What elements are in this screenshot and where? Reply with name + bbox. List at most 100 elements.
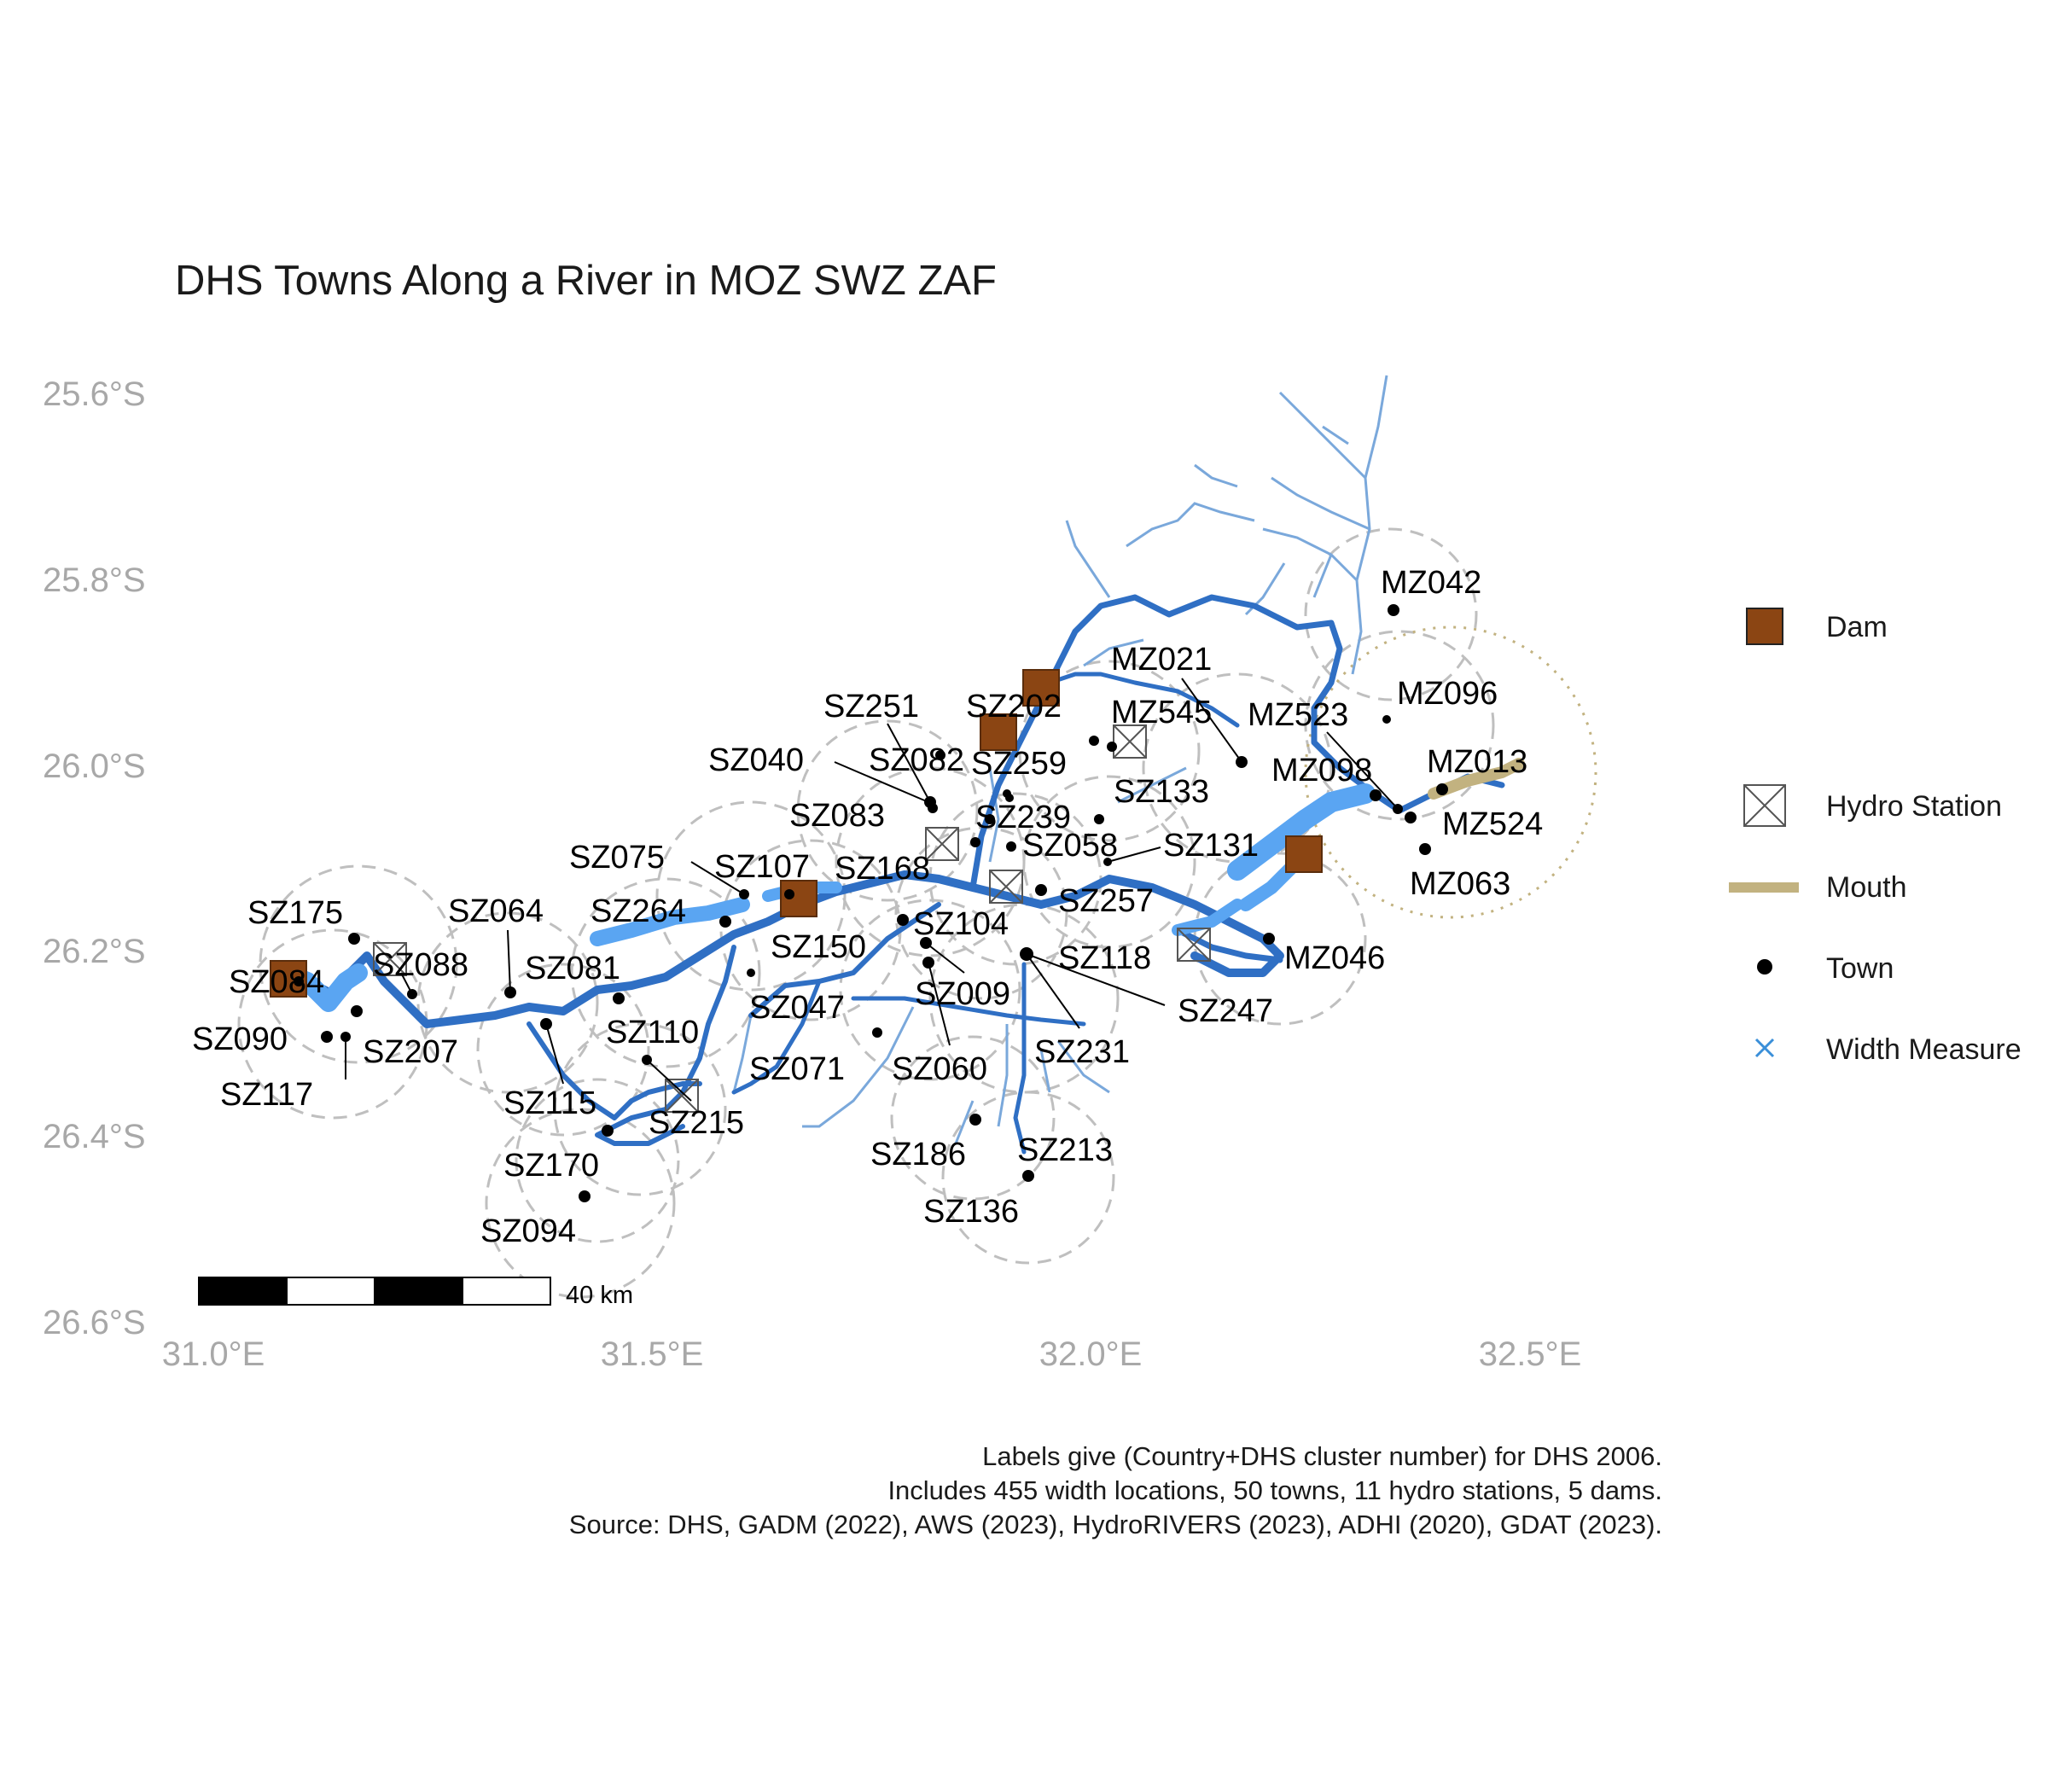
hydro-station-icon <box>1743 784 1786 827</box>
town-SZ186: SZ186 <box>870 1114 981 1172</box>
y-tick-label: 26.0°S <box>43 748 146 785</box>
town-SZ064: SZ064 <box>448 893 544 998</box>
svg-text:SZ081: SZ081 <box>525 951 620 986</box>
svg-text:SZ170: SZ170 <box>503 1148 599 1184</box>
legend-item-mouth: Mouth <box>1729 871 1907 904</box>
town-SZ075: SZ075 <box>569 840 749 899</box>
town-SZ110: SZ110 <box>606 1015 699 1065</box>
svg-text:MZ523: MZ523 <box>1248 697 1348 733</box>
svg-text:Hydro Station: Hydro Station <box>1826 790 2002 823</box>
town-SZ058: SZ058 <box>1006 828 1118 864</box>
svg-text:SZ009: SZ009 <box>915 976 1010 1012</box>
town-SZ115: SZ115 <box>503 1018 596 1121</box>
svg-text:SZ064: SZ064 <box>448 893 544 929</box>
y-tick-label: 26.2°S <box>43 933 146 970</box>
y-tick-label: 25.6°S <box>43 375 146 413</box>
svg-text:SZ083: SZ083 <box>789 798 885 834</box>
svg-text:SZ215: SZ215 <box>649 1105 744 1141</box>
width-cross-icon <box>1754 1038 1775 1058</box>
town-MZ042: MZ042 <box>1381 565 1481 616</box>
scale-bar-label: 40 km <box>566 1282 633 1309</box>
tributaries <box>732 375 1388 1144</box>
town-SZ107: SZ107 <box>714 849 810 899</box>
mouth-buffer <box>1304 625 1597 919</box>
svg-text:MZ021: MZ021 <box>1111 642 1212 678</box>
svg-text:MZ524: MZ524 <box>1442 806 1543 842</box>
svg-text:SZ115: SZ115 <box>503 1085 596 1121</box>
svg-text:SZ047: SZ047 <box>749 990 845 1026</box>
town-SZ133: SZ133 <box>1094 774 1209 824</box>
dam-marker <box>980 713 1017 751</box>
svg-text:SZ136: SZ136 <box>923 1194 1019 1230</box>
svg-text:SZ213: SZ213 <box>1017 1132 1113 1168</box>
y-tick-label: 25.8°S <box>43 561 146 599</box>
town-SZ257: SZ257 <box>1035 883 1154 919</box>
svg-text:SZ090: SZ090 <box>192 1021 288 1057</box>
y-tick-label: 26.6°S <box>43 1304 146 1341</box>
town-SZ247: SZ247 <box>1026 953 1273 1029</box>
x-axis-labels: 31.0°E 31.5°E 32.0°E 32.5°E <box>162 1335 1582 1373</box>
caption-line: Labels give (Country+DHS cluster number)… <box>982 1441 1662 1471</box>
town-SZ094: SZ094 <box>480 1190 591 1249</box>
town-SZ213: SZ213 <box>1017 1132 1113 1182</box>
hydro-station-marker <box>1177 928 1211 962</box>
town-buffers <box>237 527 1495 1299</box>
svg-text:SZ150: SZ150 <box>771 929 866 965</box>
svg-text:SZ247: SZ247 <box>1178 993 1273 1029</box>
river-mouth <box>1428 758 1525 800</box>
svg-text:SZ117: SZ117 <box>220 1077 313 1113</box>
legend-item-town: Town <box>1757 952 1894 985</box>
town-SZ150: SZ150 <box>771 914 909 965</box>
dam-marker <box>780 880 817 917</box>
svg-text:SZ259: SZ259 <box>971 746 1067 782</box>
svg-text:Dam: Dam <box>1826 611 1888 643</box>
svg-text:Mouth: Mouth <box>1826 871 1907 904</box>
town-MZ046: MZ046 <box>1263 933 1385 976</box>
svg-text:SZ257: SZ257 <box>1058 883 1154 919</box>
svg-text:MZ042: MZ042 <box>1381 565 1481 601</box>
svg-text:SZ060: SZ060 <box>892 1051 987 1087</box>
svg-text:SZ202: SZ202 <box>966 689 1062 724</box>
town-MZ021: MZ021 <box>1111 642 1248 768</box>
dam-square-icon <box>1746 608 1783 645</box>
legend-item-dam: Dam <box>1746 608 1888 645</box>
town-SZ231: SZ231 <box>1026 953 1130 1070</box>
town-SZ088: SZ088 <box>373 947 468 999</box>
svg-text:SZ131: SZ131 <box>1163 828 1259 864</box>
town-SZ251: SZ251 <box>823 689 936 808</box>
svg-text:SZ082: SZ082 <box>869 742 964 778</box>
svg-text:SZ251: SZ251 <box>823 689 919 724</box>
caption-line: Source: DHS, GADM (2022), AWS (2023), Hy… <box>569 1510 1662 1539</box>
svg-text:MZ545: MZ545 <box>1111 695 1212 730</box>
town-MZ096: MZ096 <box>1382 676 1498 724</box>
svg-text:SZ110: SZ110 <box>606 1015 699 1050</box>
y-axis-labels: 25.6°S 25.8°S 26.0°S 26.2°S 26.4°S 26.6°… <box>43 375 146 1341</box>
town-SZ136: SZ136 <box>923 1194 1019 1230</box>
hydro-station-marker <box>373 942 407 976</box>
x-tick-label: 31.0°E <box>162 1335 265 1373</box>
svg-text:SZ075: SZ075 <box>569 840 665 876</box>
hydro-station-marker <box>989 870 1023 904</box>
legend-item-hydro-station: Hydro Station <box>1743 784 2002 827</box>
legend: Dam Hydro Station Mouth Town Width Measu… <box>1729 608 2022 1066</box>
wide-reaches <box>276 783 1376 1012</box>
town-SZ090: SZ090 <box>192 1021 333 1057</box>
svg-text:SZ239: SZ239 <box>975 800 1071 835</box>
svg-text:Width Measure: Width Measure <box>1826 1033 2022 1066</box>
town-SZ104: SZ104 <box>913 906 1009 974</box>
svg-text:SZ094: SZ094 <box>480 1213 576 1249</box>
svg-text:SZ207: SZ207 <box>363 1034 458 1070</box>
hydro-station-marker <box>665 1079 699 1113</box>
town-SZ118: SZ118 <box>1020 940 1151 976</box>
town-SZ081: SZ081 <box>525 951 625 1004</box>
town-SZ168: SZ168 <box>835 837 980 887</box>
svg-text:SZ118: SZ118 <box>1058 940 1151 976</box>
town-dot-icon <box>1757 959 1772 975</box>
svg-text:Town: Town <box>1826 952 1894 985</box>
svg-text:SZ058: SZ058 <box>1022 828 1118 864</box>
town-SZ264: SZ264 <box>591 893 731 929</box>
svg-text:MZ013: MZ013 <box>1427 744 1527 780</box>
svg-text:SZ084: SZ084 <box>229 964 324 1000</box>
town-SZ040: SZ040 <box>708 742 929 803</box>
